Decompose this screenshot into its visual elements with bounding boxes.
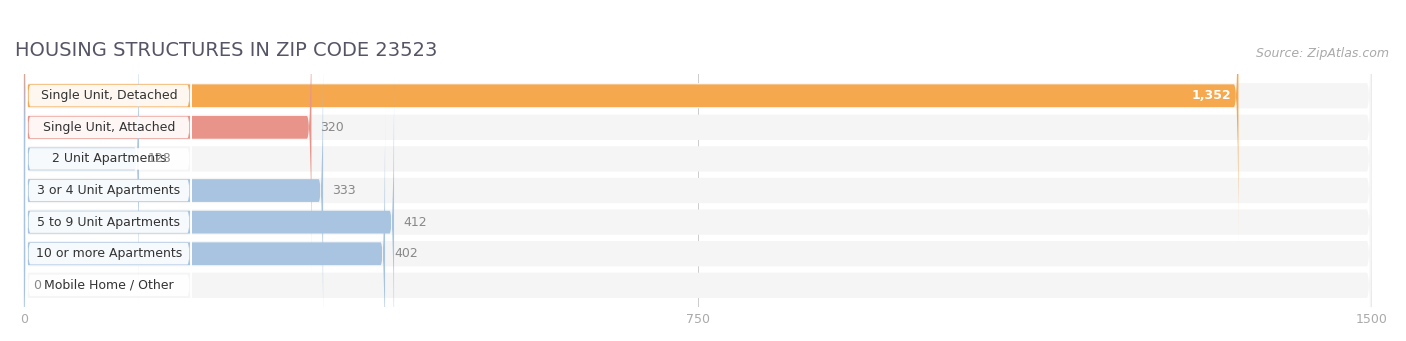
FancyBboxPatch shape xyxy=(24,75,394,341)
FancyBboxPatch shape xyxy=(24,0,1371,241)
Text: 10 or more Apartments: 10 or more Apartments xyxy=(35,247,181,260)
FancyBboxPatch shape xyxy=(25,0,193,243)
FancyBboxPatch shape xyxy=(24,0,1239,242)
FancyBboxPatch shape xyxy=(25,12,193,306)
Text: Mobile Home / Other: Mobile Home / Other xyxy=(44,279,174,292)
Text: 0: 0 xyxy=(32,279,41,292)
Text: Source: ZipAtlas.com: Source: ZipAtlas.com xyxy=(1257,47,1389,60)
FancyBboxPatch shape xyxy=(25,106,193,341)
Text: 402: 402 xyxy=(394,247,418,260)
Text: 412: 412 xyxy=(404,216,426,228)
FancyBboxPatch shape xyxy=(24,12,139,306)
FancyBboxPatch shape xyxy=(24,45,1371,336)
FancyBboxPatch shape xyxy=(25,0,193,275)
Text: Single Unit, Attached: Single Unit, Attached xyxy=(42,121,176,134)
FancyBboxPatch shape xyxy=(24,108,1371,341)
FancyBboxPatch shape xyxy=(25,43,193,338)
FancyBboxPatch shape xyxy=(24,14,1371,304)
FancyBboxPatch shape xyxy=(25,75,193,341)
FancyBboxPatch shape xyxy=(25,138,193,341)
Text: 333: 333 xyxy=(332,184,356,197)
Text: 3 or 4 Unit Apartments: 3 or 4 Unit Apartments xyxy=(38,184,180,197)
FancyBboxPatch shape xyxy=(24,0,1371,273)
FancyBboxPatch shape xyxy=(24,140,1371,341)
FancyBboxPatch shape xyxy=(24,107,385,341)
FancyBboxPatch shape xyxy=(24,44,323,337)
Text: Single Unit, Detached: Single Unit, Detached xyxy=(41,89,177,102)
Text: HOUSING STRUCTURES IN ZIP CODE 23523: HOUSING STRUCTURES IN ZIP CODE 23523 xyxy=(15,41,437,60)
Text: 128: 128 xyxy=(148,152,172,165)
Text: 1,352: 1,352 xyxy=(1192,89,1232,102)
Text: 2 Unit Apartments: 2 Unit Apartments xyxy=(52,152,166,165)
Text: 5 to 9 Unit Apartments: 5 to 9 Unit Apartments xyxy=(38,216,180,228)
Text: 320: 320 xyxy=(321,121,344,134)
FancyBboxPatch shape xyxy=(24,77,1371,341)
FancyBboxPatch shape xyxy=(24,0,311,274)
